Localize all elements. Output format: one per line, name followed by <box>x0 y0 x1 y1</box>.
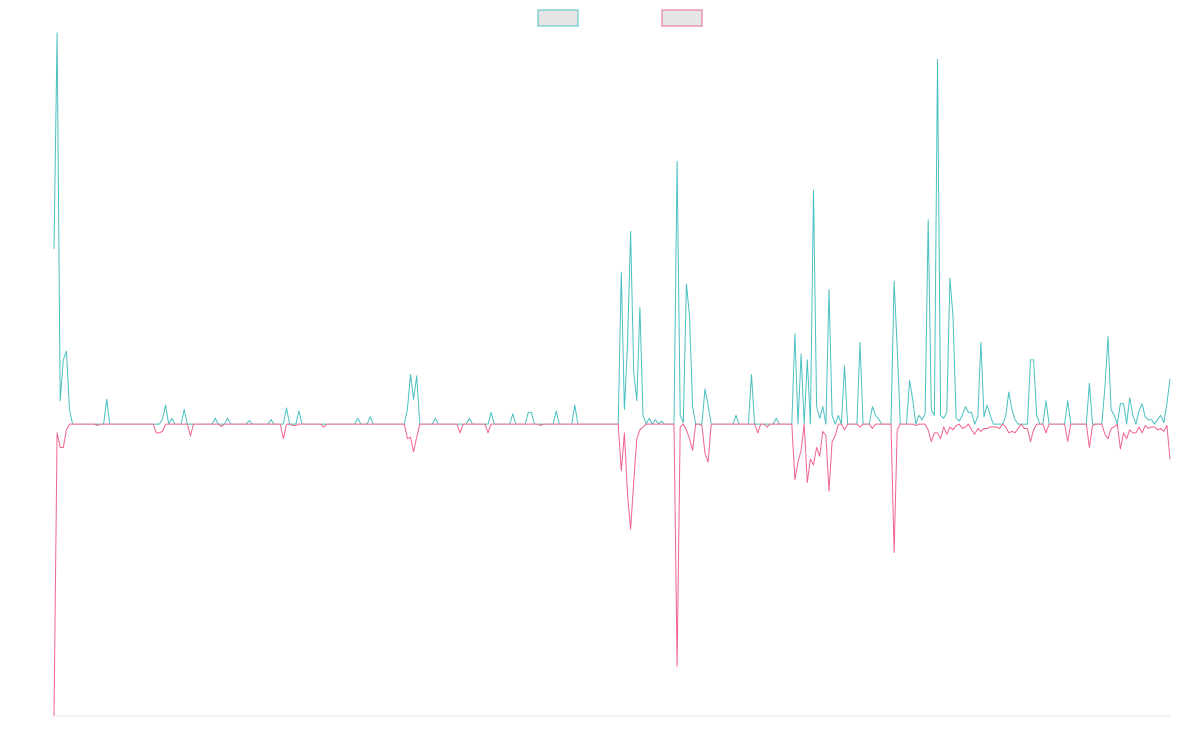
series-layer <box>53 32 1171 717</box>
series-line-1 <box>53 32 1171 425</box>
legend-swatch-1[interactable] <box>537 9 579 27</box>
legend-swatch-2[interactable] <box>661 9 703 27</box>
legend[interactable] <box>537 9 703 27</box>
series-line-2 <box>53 423 1171 717</box>
